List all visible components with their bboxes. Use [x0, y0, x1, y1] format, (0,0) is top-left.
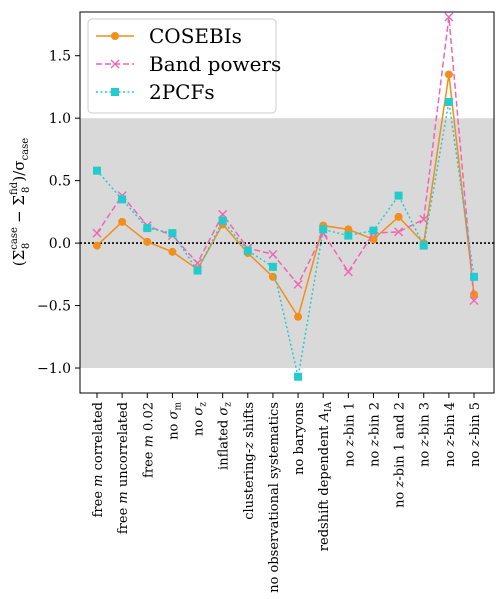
data-point-band-powers-1 — [92, 228, 102, 238]
data-point-band-powers-5 — [193, 258, 203, 268]
legend-marker-cosebis — [111, 32, 119, 40]
x-tick-label-9: no baryons — [292, 402, 307, 475]
x-tick-label-10: redshift dependent AIA — [317, 402, 334, 552]
data-point-band-powers-9 — [293, 279, 303, 289]
x-tick-label-4: no σm — [166, 402, 183, 440]
x-tick-label-2: free m uncorrelated — [116, 402, 131, 534]
x-tick-label-1: free m correlated — [91, 402, 106, 517]
y-tick-label: −0.5 — [37, 299, 71, 315]
y-tick-label: 0.0 — [49, 236, 71, 252]
data-point-2pcfs-15 — [444, 97, 453, 106]
x-tick-label-12: no z-bin 2 — [367, 402, 382, 467]
data-point-band-powers-11 — [343, 267, 353, 277]
data-point-band-powers-16 — [469, 296, 479, 306]
data-point-cosebis-11 — [344, 225, 353, 234]
legend-marker-2pcfs — [111, 88, 119, 96]
y-tick-label: 1.0 — [49, 111, 71, 127]
data-point-cosebis-15 — [444, 70, 453, 79]
data-point-2pcfs-4 — [168, 229, 177, 238]
x-tick-label-8: no observational systematics — [267, 402, 282, 593]
data-point-2pcfs-3 — [143, 224, 152, 233]
series-line-cosebis — [96, 74, 475, 319]
data-point-2pcfs-11 — [344, 231, 353, 240]
plot-frame — [79, 11, 495, 394]
legend: COSEBIs Band powers 2PCFs — [87, 18, 281, 114]
series-2pcfs — [93, 97, 478, 381]
data-point-2pcfs-5 — [193, 266, 202, 275]
x-tick-label-6: inflated σz — [217, 402, 234, 470]
legend-entry-2pcfs: 2PCFs — [96, 80, 215, 104]
y-ticks: −1.0 −0.5 0.0 0.5 1.0 1.5 — [37, 49, 80, 377]
legend-label-cosebis: COSEBIs — [149, 24, 242, 48]
x-ticks: free m correlated free m uncorrelated free… — [91, 393, 483, 593]
data-point-2pcfs-16 — [470, 272, 478, 281]
data-point-band-powers-8 — [268, 249, 278, 259]
legend-entry-band-powers: Band powers — [96, 52, 281, 76]
data-point-cosebis-3 — [143, 237, 152, 246]
series-line-2pcfs — [96, 101, 475, 377]
y-tick-label: 1.5 — [49, 49, 71, 65]
x-tick-label-7: clustering-z shifts — [242, 402, 257, 520]
x-tick-label-15: no z-bin 4 — [443, 402, 458, 467]
legend-label-2pcfs: 2PCFs — [149, 80, 215, 104]
data-point-band-powers-14 — [419, 214, 429, 224]
data-point-cosebis-2 — [118, 217, 127, 226]
x-tick-label-13: no z-bin 1 and 2 — [393, 402, 408, 508]
data-point-2pcfs-1 — [93, 166, 101, 175]
x-tick-label-16: no z-bin 5 — [468, 402, 483, 467]
data-point-2pcfs-2 — [118, 195, 127, 204]
data-point-2pcfs-7 — [243, 246, 252, 255]
legend-entry-cosebis: COSEBIs — [96, 24, 242, 48]
y-axis-label: (Σcase8 − Σfid8)/σcase — [9, 138, 32, 266]
data-point-2pcfs-9 — [294, 372, 303, 381]
data-point-cosebis-4 — [168, 247, 177, 256]
data-point-2pcfs-6 — [218, 216, 227, 225]
data-point-band-powers-13 — [394, 227, 404, 237]
legend-marker-band-powers — [110, 59, 120, 69]
data-point-cosebis-13 — [394, 212, 403, 221]
data-point-2pcfs-8 — [268, 262, 277, 271]
data-point-cosebis-1 — [93, 241, 101, 250]
x-tick-label-11: no z-bin 1 — [342, 402, 357, 467]
data-point-2pcfs-12 — [369, 226, 378, 235]
y-tick-label: 0.5 — [49, 174, 71, 190]
y-tick-label: −1.0 — [37, 361, 71, 377]
data-point-band-powers-15 — [444, 12, 454, 22]
data-point-2pcfs-10 — [319, 225, 328, 234]
legend-label-band-powers: Band powers — [149, 52, 281, 76]
series-line-band-powers — [96, 16, 475, 301]
legend-box — [87, 18, 277, 114]
x-tick-label-14: no z-bin 3 — [418, 402, 433, 467]
x-tick-label-5: no σz — [192, 402, 209, 436]
x-tick-label-3: free m 0.02 — [141, 402, 156, 478]
series-layer — [92, 12, 479, 381]
data-point-2pcfs-13 — [394, 191, 403, 200]
data-point-cosebis-9 — [294, 312, 303, 321]
data-point-2pcfs-14 — [419, 241, 428, 250]
